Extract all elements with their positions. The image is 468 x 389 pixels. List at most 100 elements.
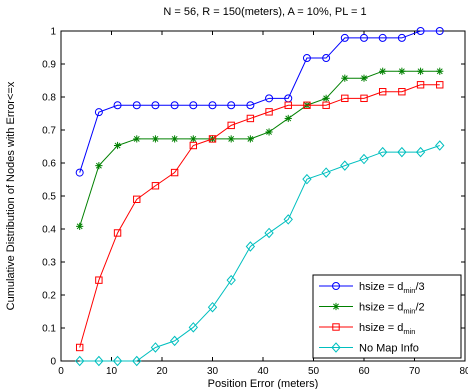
legend-entry: hsize = dmin/2 bbox=[319, 302, 425, 316]
square-marker bbox=[416, 81, 425, 89]
star-marker bbox=[322, 94, 330, 102]
star-marker bbox=[171, 135, 179, 143]
x-tick-label: 70 bbox=[409, 366, 421, 377]
circle-marker bbox=[189, 101, 198, 110]
x-axis-label: Position Error (meters) bbox=[208, 378, 319, 389]
diamond-marker bbox=[207, 301, 218, 313]
series-layer bbox=[75, 27, 445, 367]
diamond-marker bbox=[378, 146, 388, 158]
diamond-marker bbox=[112, 355, 123, 367]
star-marker bbox=[332, 302, 340, 311]
y-tick-label: 0.6 bbox=[42, 159, 56, 170]
diamond-marker bbox=[359, 153, 369, 165]
diamond-marker bbox=[331, 342, 341, 353]
circle-marker bbox=[132, 101, 141, 110]
square-marker bbox=[208, 135, 217, 143]
x-tick-label: 60 bbox=[358, 366, 370, 377]
circle-marker bbox=[435, 27, 444, 35]
square-marker bbox=[246, 114, 255, 123]
y-tick-label: 0.4 bbox=[42, 225, 56, 236]
series-0 bbox=[75, 27, 444, 177]
circle-marker bbox=[397, 33, 406, 42]
y-tick-label: 0.2 bbox=[42, 291, 56, 302]
diamond-marker bbox=[245, 241, 256, 252]
circle-marker bbox=[227, 101, 236, 110]
series-2 bbox=[75, 81, 444, 352]
star-marker bbox=[284, 114, 292, 123]
legend-entry: hsize = dmin bbox=[319, 322, 415, 336]
diamond-marker bbox=[169, 335, 180, 347]
square-marker bbox=[189, 141, 198, 150]
star-marker bbox=[95, 162, 103, 170]
square-marker bbox=[360, 94, 368, 103]
square-marker bbox=[265, 108, 273, 116]
axis-ticks: 0 10 20 30 40 50 60 70 80 0 0.1 0.2 0.3 0.4 0.5 0.6 0.7 0… bbox=[42, 27, 468, 378]
square-marker bbox=[378, 88, 387, 96]
star-marker bbox=[76, 222, 84, 230]
square-marker bbox=[227, 121, 235, 130]
star-marker bbox=[227, 135, 235, 143]
x-tick-label: 20 bbox=[156, 366, 168, 377]
y-tick-label: 0.1 bbox=[42, 324, 56, 335]
series-1 bbox=[76, 67, 444, 230]
square-marker bbox=[322, 101, 330, 109]
legend-label: hsize = dmin/2 bbox=[359, 302, 425, 316]
circle-marker bbox=[113, 101, 122, 110]
square-marker bbox=[341, 94, 349, 103]
star-marker bbox=[189, 135, 197, 143]
star-marker bbox=[360, 74, 368, 82]
y-tick-label: 0.8 bbox=[42, 93, 56, 104]
square-marker bbox=[303, 101, 311, 109]
circle-marker bbox=[246, 101, 255, 110]
circle-marker bbox=[332, 282, 340, 290]
circle-marker bbox=[378, 33, 387, 42]
square-marker bbox=[436, 81, 444, 89]
y-axis-label: Cumulative Distribution of Nodes with Er… bbox=[5, 81, 17, 310]
diamond-marker bbox=[150, 342, 161, 353]
y-tick-label: 0.9 bbox=[42, 60, 56, 71]
x-tick-label: 30 bbox=[207, 366, 219, 377]
legend-entry: No Map Info bbox=[319, 342, 419, 355]
series-3 bbox=[75, 140, 445, 367]
star-marker bbox=[265, 128, 273, 136]
circle-marker bbox=[360, 33, 368, 42]
square-marker bbox=[95, 276, 103, 284]
star-marker bbox=[436, 67, 444, 75]
diamond-marker bbox=[340, 160, 350, 171]
diamond-marker bbox=[321, 167, 331, 178]
circle-marker bbox=[265, 94, 274, 103]
square-marker bbox=[398, 88, 406, 96]
circle-marker bbox=[208, 101, 217, 110]
square-marker bbox=[170, 168, 179, 177]
square-marker bbox=[332, 323, 340, 331]
star-marker bbox=[341, 74, 349, 82]
square-marker bbox=[284, 101, 292, 109]
legend-label: hsize = dmin bbox=[359, 322, 415, 336]
diamond-marker bbox=[397, 146, 407, 158]
x-tick-label: 50 bbox=[308, 366, 320, 377]
y-tick-label: 0 bbox=[50, 357, 56, 368]
diamond-marker bbox=[226, 274, 236, 286]
legend-entry: hsize = dmin/3 bbox=[319, 281, 425, 295]
x-tick-label: 0 bbox=[58, 366, 64, 377]
diamond-marker bbox=[188, 322, 198, 333]
x-tick-label: 10 bbox=[106, 366, 118, 377]
star-marker bbox=[246, 135, 254, 143]
circle-marker bbox=[170, 101, 179, 110]
circle-marker bbox=[151, 101, 160, 110]
legend: hsize = dmin/3 hsize = dmin/2 hsize = dmin… bbox=[312, 274, 462, 359]
square-marker bbox=[151, 182, 160, 190]
y-tick-label: 0.3 bbox=[42, 258, 56, 269]
diamond-marker bbox=[415, 146, 426, 158]
circle-marker bbox=[340, 33, 349, 42]
circle-marker bbox=[322, 54, 331, 63]
x-tick-label: 40 bbox=[257, 366, 269, 377]
circle-marker bbox=[416, 27, 425, 35]
chart-title: N = 56, R = 150(meters), A = 10%, PL = 1 bbox=[163, 6, 366, 18]
circle-marker bbox=[75, 168, 84, 177]
legend-label: No Map Info bbox=[359, 343, 419, 355]
diamond-marker bbox=[283, 214, 293, 225]
y-tick-label: 1 bbox=[50, 27, 56, 38]
star-marker bbox=[416, 67, 425, 75]
